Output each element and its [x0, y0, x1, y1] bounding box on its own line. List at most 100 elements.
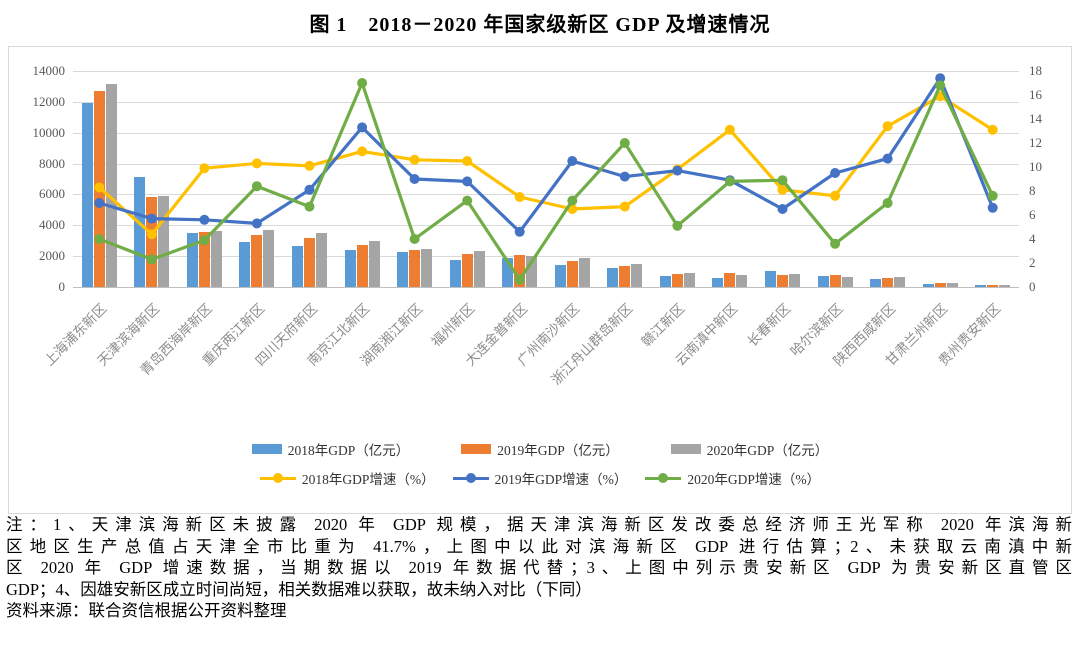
bar-2018年GDP（亿元） [81, 103, 93, 287]
data-point-marker [935, 80, 946, 91]
bar-2018年GDP（亿元） [292, 246, 303, 287]
bar-2018年GDP（亿元） [134, 176, 146, 287]
data-point-marker [409, 174, 420, 184]
data-point-marker [514, 274, 525, 285]
bar-2020年GDP（亿元） [421, 248, 433, 287]
legend-row-bars: 2018年GDP（亿元） 2019年GDP（亿元） 2020年GDP（亿元） [9, 439, 1071, 459]
data-point-marker [619, 138, 630, 148]
data-point-marker [357, 146, 368, 157]
growth-line-2019年GDP增速（%） [98, 76, 995, 234]
data-point-marker [514, 192, 525, 202]
bar-2020年GDP（亿元） [841, 276, 853, 287]
bar-2020年GDP（亿元） [158, 195, 170, 287]
bar-2020年GDP（亿元） [789, 274, 800, 287]
bar-2020年GDP（亿元） [631, 264, 643, 287]
data-point-marker [567, 195, 578, 206]
legend-row-lines: 2018年GDP增速（%） 2019年GDP增速（%） 2020年GDP增速（%） [9, 468, 1071, 488]
bar-2019年GDP（亿元） [198, 231, 210, 287]
right-axis-tick-label: 14 [1029, 111, 1042, 126]
left-axis-tick-label: 10000 [32, 124, 66, 140]
legend-swatch-marker [465, 473, 476, 483]
right-axis-tick-label: 10 [1029, 159, 1042, 174]
legend-item-2018年GDP增速（%）: 2018年GDP增速（%） [259, 468, 435, 488]
gridline [73, 225, 1019, 227]
data-point-marker [987, 202, 998, 213]
bar-2018年GDP（亿元） [659, 276, 671, 287]
bar-2019年GDP（亿元） [724, 272, 736, 287]
legend-item-2020年GDP（亿元）: 2020年GDP（亿元） [670, 439, 829, 459]
bar-2020年GDP（亿元） [999, 284, 1011, 287]
legend-swatch-bar [461, 444, 492, 454]
data-point-marker [409, 154, 420, 165]
data-point-marker [304, 201, 315, 212]
bar-2019年GDP（亿元） [146, 196, 158, 287]
left-axis-tick-label: 0 [58, 279, 66, 294]
growth-line-2018年GDP增速（%） [98, 94, 994, 236]
bar-2020年GDP（亿元） [105, 84, 117, 287]
gridline [73, 163, 1019, 165]
right-axis-tick-label: 0 [1029, 279, 1036, 294]
data-point-marker [462, 195, 473, 206]
bar-2020年GDP（亿元） [946, 282, 958, 287]
data-point-marker [357, 122, 368, 133]
growth-line-2020年GDP增速（%） [98, 81, 995, 282]
bar-2018年GDP（亿元） [554, 264, 566, 287]
right-axis-tick-label: 16 [1029, 87, 1042, 102]
chart-area: 0 2000 4000 6000 8000 10000 12000 14000 0 2 4 6 8 10… [8, 46, 1072, 514]
gridline [73, 101, 1019, 103]
legend-label: 2020年GDP增速（%） [687, 472, 821, 487]
bar-2018年GDP（亿元） [817, 275, 829, 287]
bar-2018年GDP（亿元） [186, 233, 198, 287]
bar-2020年GDP（亿元） [316, 232, 327, 287]
legend-swatch-bar [670, 444, 701, 454]
bar-2020年GDP（亿元） [894, 276, 906, 287]
bar-2018年GDP（亿元） [449, 260, 461, 287]
legend-label: 2020年GDP（亿元） [706, 443, 829, 458]
right-axis-tick-label: 12 [1029, 135, 1042, 150]
bar-2020年GDP（亿元） [736, 274, 748, 287]
bar-2018年GDP（亿元） [765, 270, 776, 287]
legend-swatch-marker [658, 473, 669, 483]
right-axis-tick-label: 18 [1029, 63, 1042, 78]
bar-2019年GDP（亿元） [882, 278, 894, 287]
data-point-marker [199, 163, 210, 174]
data-point-marker [304, 160, 315, 171]
note-line: 区 2020 年 GDP 增速数据，当期数据以 2019 年数据代替；3、上图中… [6, 558, 1072, 577]
legend-swatch-line [259, 473, 296, 483]
data-point-marker [724, 176, 735, 187]
data-point-marker [304, 184, 315, 195]
data-point-marker [199, 214, 210, 225]
bar-2018年GDP（亿元） [975, 284, 987, 287]
data-point-marker [251, 158, 262, 169]
legend: 2018年GDP（亿元） 2019年GDP（亿元） 2020年GDP（亿元） 201… [9, 439, 1071, 497]
legend-swatch-marker [272, 473, 283, 483]
data-point-marker [514, 226, 525, 237]
data-point-marker [882, 121, 893, 132]
source-line: 资料来源：联合资信根据公开资料整理 [6, 601, 287, 620]
bar-2018年GDP（亿元） [239, 241, 251, 287]
gridline [73, 256, 1019, 258]
bar-2019年GDP（亿元） [304, 237, 315, 287]
bar-2020年GDP（亿元） [210, 230, 222, 287]
bar-2019年GDP（亿元） [987, 285, 999, 287]
bar-2020年GDP（亿元） [526, 255, 538, 287]
bar-2019年GDP（亿元） [409, 249, 421, 287]
data-point-marker [672, 165, 683, 176]
bar-2019年GDP（亿元） [514, 254, 526, 287]
data-point-marker [251, 218, 262, 229]
left-axis-tick-label: 6000 [39, 186, 65, 202]
data-point-marker [94, 182, 105, 193]
x-axis-label-text: 福州新区 [428, 300, 478, 350]
bar-2020年GDP（亿元） [368, 241, 380, 287]
growth-lines-layer [94, 73, 998, 285]
data-point-marker [724, 124, 735, 135]
note-line: GDP；4、因雄安新区成立时间尚短，相关数据难以获取，故未纳入对比（下同） [6, 579, 592, 599]
data-point-marker [777, 204, 788, 214]
figure-title: 图 1 2018－2020 年国家级新区 GDP 及增速情况 [309, 14, 771, 36]
left-axis-tick-label: 8000 [39, 155, 65, 171]
notes-block: 注：1、天津滨海新区未披露 2020 年 GDP 规模，据天津滨海新区发改委总经… [6, 514, 1072, 622]
bar-2019年GDP（亿元） [829, 274, 841, 287]
legend-label: 2018年GDP（亿元） [287, 443, 410, 458]
bar-2019年GDP（亿元） [356, 244, 368, 287]
bar-2020年GDP（亿元） [263, 230, 275, 287]
